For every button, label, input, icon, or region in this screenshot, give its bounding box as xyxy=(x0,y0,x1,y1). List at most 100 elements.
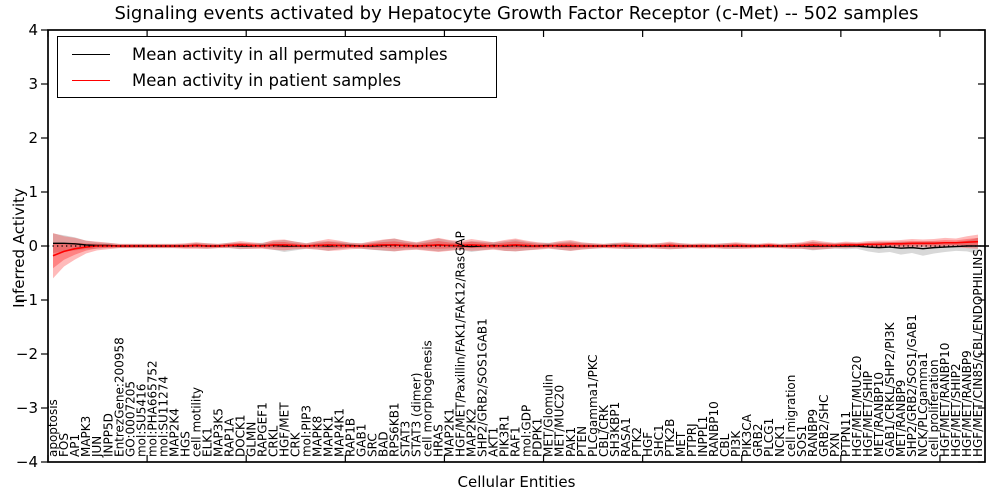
x-tick-label: MAP4K1 xyxy=(333,408,347,457)
x-tick-label: PDPK1 xyxy=(531,418,545,457)
x-axis-label: Cellular Entities xyxy=(457,473,576,491)
x-tick-label: BAD xyxy=(377,431,391,457)
x-tick-label: DOCK1 xyxy=(233,414,247,457)
x-tick-label: SHC1 xyxy=(652,424,666,457)
x-tick-label: mol:SU5416 xyxy=(134,384,148,457)
x-tick-label: SHP2/GRB2/SOS1/GAB1 xyxy=(905,314,919,457)
legend-line-patient-icon xyxy=(72,79,110,81)
y-tick-label: −1 xyxy=(16,291,38,309)
x-tick-label: STAT3 (dimer) xyxy=(410,373,424,457)
x-tick-label: cell morphogenesis xyxy=(421,340,435,457)
x-tick-label: HGF xyxy=(641,432,655,457)
x-tick-label: PTK2B xyxy=(663,419,677,457)
x-tick-label: SRC xyxy=(366,433,380,457)
x-tick-label: HGF/MET/MUC20 xyxy=(850,356,864,457)
y-tick-label: −3 xyxy=(16,399,38,417)
series-line-patient xyxy=(52,240,979,257)
x-tick-label: CRK xyxy=(288,431,302,457)
x-tick-label: cell proliferation xyxy=(927,359,941,457)
x-tick-label: AKT1 xyxy=(487,427,501,457)
x-tick-label: MET/Glomulin xyxy=(542,374,556,457)
y-tick-label: −2 xyxy=(16,345,38,363)
x-tick-label: HGF/MET/RANBP9 xyxy=(960,350,974,457)
y-tick-label: 2 xyxy=(28,129,38,147)
x-tick-label: HGF/MET/RANBP10 xyxy=(938,343,952,457)
x-tick-label: INPP5D xyxy=(101,413,115,457)
x-tick-label: NCK/PLCgamma1 xyxy=(916,352,930,457)
x-tick-label: SOS1 xyxy=(795,425,809,457)
x-tick-label: HGF/MET/Paxillin/FAK1/FAK12/RasGAP xyxy=(454,231,468,457)
x-tick-label: HGS xyxy=(178,431,192,457)
x-tick-label: mol:SU11274 xyxy=(156,376,170,457)
x-tick-label: PAK1 xyxy=(564,427,578,457)
x-tick-label: PIK3R1 xyxy=(498,415,512,457)
x-tick-label: HGF/MET xyxy=(277,402,291,457)
band-patient xyxy=(53,233,978,279)
x-tick-label: ELK1 xyxy=(200,427,214,457)
x-tick-label: PTPN11 xyxy=(839,411,853,457)
x-tick-label: GO:0007205 xyxy=(123,381,137,457)
legend-label-permuted: Mean activity in all permuted samples xyxy=(132,44,448,64)
y-tick-label: −4 xyxy=(16,453,38,471)
x-tick-label: PI3K xyxy=(729,430,743,457)
x-tick-label: RANBP9 xyxy=(806,409,820,457)
x-tick-label: MAPK1 xyxy=(321,416,335,457)
x-tick-label: cell migration xyxy=(784,375,798,457)
x-tick-label: cell motility xyxy=(189,387,203,457)
x-tick-label: FOS xyxy=(57,433,71,457)
x-tick-label: HRAS xyxy=(432,424,446,457)
x-tick-label: MAPK3 xyxy=(79,416,93,457)
x-tick-label: RAP1B xyxy=(344,418,358,457)
chart-title: Signaling events activated by Hepatocyte… xyxy=(114,3,919,24)
x-tick-label: STAT3 xyxy=(399,421,413,457)
x-tick-label: PTPRJ xyxy=(685,423,699,457)
y-axis-label: Inferred Activity xyxy=(10,188,28,308)
x-tick-label: MET/MUC20 xyxy=(553,385,567,457)
x-tick-label: GAB1 xyxy=(355,424,369,457)
legend-item-permuted: Mean activity in all permuted samples xyxy=(58,45,496,64)
legend-item-patient: Mean activity in patient samples xyxy=(58,71,496,90)
x-tick-label: MET xyxy=(674,431,688,457)
x-tick-label: PTEN xyxy=(575,426,589,457)
x-tick-label: SHP2/GRB2/SOS1GAB1 xyxy=(476,318,490,457)
x-tick-label: PTK2 xyxy=(630,427,644,457)
x-tick-label: PLCG1 xyxy=(762,418,776,457)
x-tick-label: RAF1 xyxy=(509,426,523,457)
x-tick-label: RAP1A xyxy=(222,417,236,457)
x-tick-label: MAP3K5 xyxy=(211,408,225,457)
x-tick-label: HGF/MET/CIN85/CBL/ENDOPHILINS xyxy=(971,249,985,457)
x-tick-label: apoptosis xyxy=(46,399,60,457)
x-tick-label: CRKL xyxy=(266,425,280,457)
x-tick-label: JUN xyxy=(90,436,104,458)
x-tick-label: MET/RANBP10 xyxy=(872,372,886,457)
y-tick-label: 1 xyxy=(28,183,38,201)
x-tick-label: CBL/CRK xyxy=(597,404,611,457)
x-tick-label: MET/RANBP9 xyxy=(894,380,908,457)
x-tick-label: mol:PHA665752 xyxy=(145,360,159,457)
x-tick-label: CBL xyxy=(718,433,732,457)
x-tick-label: SH3KBP1 xyxy=(608,402,622,457)
x-tick-label: MAP2K4 xyxy=(167,408,181,457)
x-tick-label: MAP2K1 xyxy=(443,408,457,457)
x-tick-label: mol:PIP3 xyxy=(299,405,313,457)
y-tick-label: 4 xyxy=(28,21,38,39)
x-tick-label: PXN xyxy=(828,433,842,457)
x-tick-label: mol:GDP xyxy=(520,405,534,457)
x-tick-label: INPPL1 xyxy=(696,416,710,457)
x-tick-label: GRB2/SHC xyxy=(817,394,831,457)
y-tick-label: 0 xyxy=(28,237,38,255)
x-tick-label: RASA1 xyxy=(619,417,633,457)
x-tick-label: PIK3CA xyxy=(740,413,754,457)
x-tick-label: MAPK8 xyxy=(310,416,324,457)
legend: Mean activity in all permuted samples Me… xyxy=(57,36,497,98)
x-tick-label: EntrezGene:200958 xyxy=(112,337,126,457)
x-tick-label: RAPGEF1 xyxy=(255,402,269,457)
x-tick-label: RANBP10 xyxy=(707,401,721,457)
x-tick-label: PLCgamma1/PKC xyxy=(586,354,600,457)
y-tick-label: 3 xyxy=(28,75,38,93)
x-tick-label: NCK1 xyxy=(773,424,787,457)
x-tick-label: HGF/MET/SHIP xyxy=(861,371,875,457)
x-tick-label: GLMN xyxy=(244,422,258,457)
